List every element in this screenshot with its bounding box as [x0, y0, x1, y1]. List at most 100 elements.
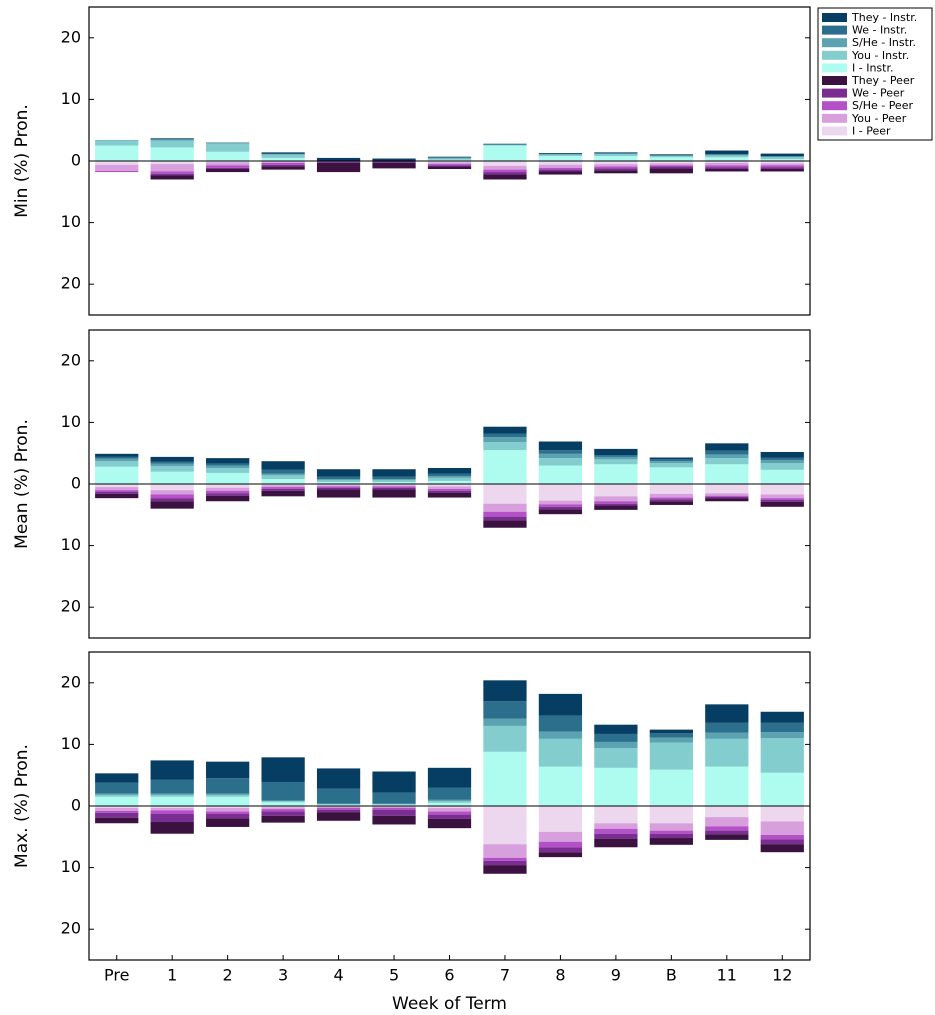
bar-segment	[760, 500, 804, 502]
x-axis-label: Week of Term	[392, 994, 507, 1014]
bar-segment	[705, 450, 749, 455]
bar-segment	[206, 161, 250, 163]
bar-segment	[261, 166, 305, 170]
bar-segment	[206, 814, 250, 819]
bar-segment	[95, 807, 139, 811]
bar-segment	[483, 865, 527, 874]
bar-segment	[206, 811, 250, 815]
bar-segment	[760, 463, 804, 470]
bar-segment	[372, 162, 416, 169]
bar-segment	[316, 482, 361, 484]
bar-segment	[206, 778, 250, 794]
legend-label: I - Peer	[852, 124, 891, 137]
bar-segment	[427, 467, 472, 474]
bar-segment	[760, 156, 804, 158]
bar-segment	[483, 144, 527, 146]
bar-segment	[538, 847, 583, 853]
bar-segment	[206, 794, 250, 797]
bar-segment	[705, 495, 749, 497]
bar-segment	[372, 484, 416, 486]
bar-segment	[483, 450, 527, 484]
bar-segment	[594, 503, 638, 506]
bar-segment	[316, 809, 361, 813]
bar-segment	[760, 157, 804, 160]
bar-segment	[316, 768, 361, 789]
legend-swatch	[822, 88, 847, 98]
bar-segment	[316, 469, 361, 477]
bar-segment	[261, 152, 305, 154]
bar-segment	[594, 733, 638, 742]
bar-segment	[483, 844, 527, 858]
legend-label: They - Peer	[851, 74, 915, 87]
bar-segment	[538, 852, 583, 858]
bar-segment	[705, 830, 749, 835]
y-axis-label: Max. (%) Pron.	[12, 744, 32, 868]
bar-segment	[261, 490, 305, 497]
bar-segment	[150, 466, 194, 472]
bar-segment	[261, 800, 305, 802]
y-tick-label: 10	[61, 535, 81, 554]
bar-segment	[705, 834, 749, 840]
bar-segment	[150, 779, 194, 794]
bar-segment	[95, 773, 139, 783]
bar-segment	[705, 167, 749, 170]
bar-segment	[649, 168, 693, 174]
bar-segment	[206, 796, 250, 806]
bar-segment	[95, 484, 139, 488]
bar-segment	[372, 804, 416, 806]
bar-segment	[261, 487, 305, 489]
bar-segment	[261, 153, 305, 155]
bar-segment	[95, 461, 139, 467]
bar-segment	[760, 722, 804, 733]
y-tick-label: 20	[61, 597, 81, 616]
legend-swatch	[822, 63, 847, 73]
bar-segment	[150, 814, 194, 823]
bar-segment	[206, 465, 250, 468]
x-tick-label: 9	[611, 966, 621, 985]
bar-segment	[150, 471, 194, 484]
bar-segment	[150, 810, 194, 815]
bar-segment	[206, 463, 250, 466]
bar-segment	[427, 473, 472, 476]
bar-segment	[538, 453, 583, 459]
bar-segment	[760, 711, 804, 723]
bar-segment	[206, 165, 250, 168]
bar-segment	[760, 451, 804, 458]
legend-swatch	[822, 126, 847, 136]
bar-segment	[538, 169, 583, 172]
bar-segment	[150, 140, 194, 148]
bar-segment	[95, 817, 139, 824]
y-tick-label: 0	[71, 796, 81, 815]
bar-segment	[95, 140, 139, 146]
bar-segment	[427, 801, 472, 803]
bar-segment	[649, 830, 693, 834]
bar-segment	[760, 156, 804, 157]
bar-segment	[594, 459, 638, 465]
bar-segment	[150, 796, 194, 806]
bar-segment	[649, 729, 693, 734]
bar-segment	[760, 498, 804, 501]
bar-segment	[649, 737, 693, 743]
bar-segment	[705, 484, 749, 494]
bar-segment	[649, 154, 693, 155]
bar-segment	[150, 147, 194, 161]
bar-segment	[483, 426, 527, 434]
bar-segment	[150, 456, 194, 462]
bar-segment	[538, 171, 583, 175]
bar-segment	[760, 169, 804, 172]
bar-segment	[261, 473, 305, 476]
bar-segment	[483, 433, 527, 438]
bar-segment	[649, 806, 693, 824]
bar-segment	[261, 154, 305, 155]
bar-segment	[760, 167, 804, 170]
bar-segment	[95, 490, 139, 493]
bar-segment	[427, 158, 472, 160]
bar-segment	[150, 793, 194, 795]
bar-segment	[483, 806, 527, 845]
bar-segment	[760, 163, 804, 166]
legend-swatch	[822, 38, 847, 48]
bar-segment	[427, 492, 472, 498]
bar-segment	[316, 788, 361, 804]
bar-segment	[594, 833, 638, 839]
